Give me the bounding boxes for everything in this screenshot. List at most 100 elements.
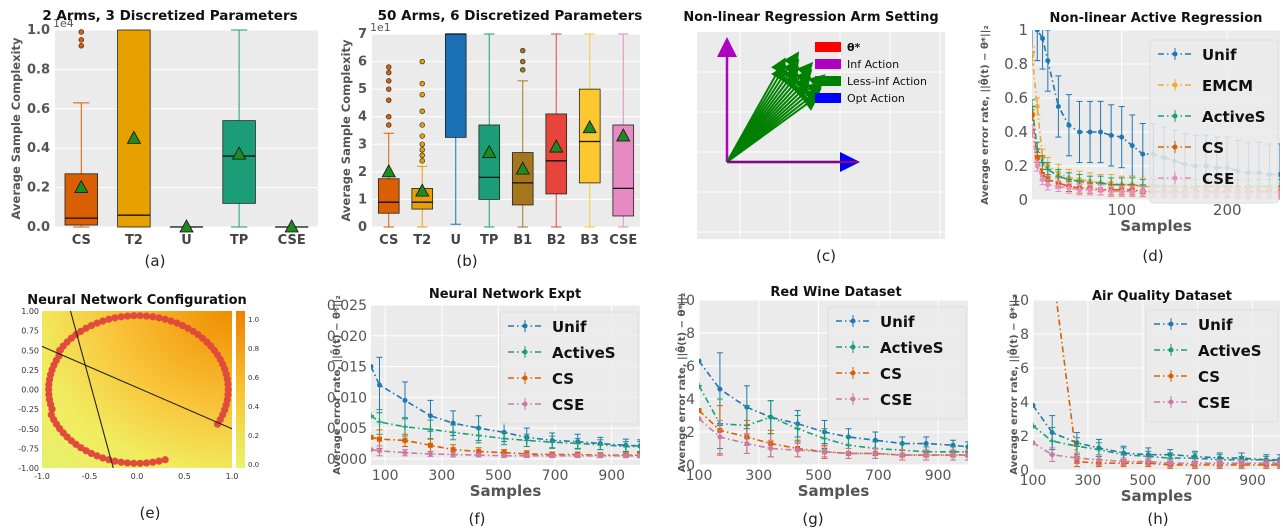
legend-label: Unif [1202, 46, 1237, 64]
legend-label: θ* [847, 41, 861, 54]
data-point [402, 397, 408, 403]
x-tick-label: 0.5 [178, 472, 191, 481]
data-point [224, 391, 232, 399]
axis-scale-label: 1e4 [53, 17, 74, 30]
legend-marker [522, 323, 528, 329]
data-point [142, 312, 151, 320]
legend-label: Unif [880, 313, 915, 331]
y-tick-label: 0.000 [327, 452, 367, 468]
data-point [744, 441, 750, 447]
data-point [1049, 452, 1055, 458]
mean-marker [616, 128, 631, 142]
legend-marker [1168, 399, 1174, 405]
panel-g: 0 2 4 6 8 10 100 300 500 700 900 Red Wine Dataset Sa… [674, 285, 968, 500]
y-axis-label: Average error rate, ||θ̂(t) − θ*||₂ [977, 25, 991, 204]
x-tick-label: 700 [1184, 473, 1211, 489]
data-point [1055, 183, 1061, 189]
outlier-point [520, 58, 526, 65]
outlier-point [386, 122, 392, 128]
data-point [1140, 189, 1146, 194]
x-axis-label: Samples [1120, 217, 1192, 235]
y-tick-label: -0.75 [18, 444, 39, 453]
legend-marker [522, 401, 528, 407]
data-point [123, 312, 132, 320]
data-point [402, 450, 408, 456]
x-tick-label: CSE [609, 233, 637, 248]
panel-d: 0 0.2 0.4 0.6 0.8 1 100 200 Non-linear Active Re… [977, 11, 1280, 235]
data-point [1087, 187, 1093, 193]
y-tick-label: 0.2 [1004, 157, 1028, 175]
outlier-point [419, 80, 425, 87]
legend-swatch [815, 42, 841, 52]
y-tick-label: 0.25 [21, 366, 39, 375]
data-point [717, 386, 723, 392]
outlier-point [78, 43, 85, 49]
x-tick-label: 100 [1107, 201, 1136, 219]
legend-marker [850, 318, 856, 324]
outlier-point [386, 97, 392, 103]
chart-title: Red Wine Dataset [770, 285, 901, 300]
x-tick-label: 500 [1129, 473, 1156, 489]
data-point [450, 447, 456, 453]
colorbar-tick-label: 1.0 [248, 316, 259, 324]
data-point [1096, 457, 1102, 463]
data-point [427, 451, 433, 457]
data-point [1076, 129, 1082, 135]
data-point [1055, 104, 1061, 109]
chart-title: Air Quality Dataset [1092, 289, 1232, 304]
data-point [1087, 129, 1093, 135]
series-line-Unif [1033, 404, 1280, 461]
x-tick-label: 1.0 [226, 472, 239, 481]
data-point [450, 420, 456, 426]
data-point [1167, 460, 1173, 466]
legend-label: Unif [552, 318, 587, 336]
outlier-point [386, 86, 392, 92]
data-point [93, 452, 101, 460]
legend-label: CSE [880, 391, 912, 409]
data-point [575, 453, 581, 459]
outlier-point [419, 58, 425, 65]
y-tick-label: 5 [358, 82, 367, 97]
y-tick-label: 1.00 [21, 307, 39, 316]
box-T2 [117, 29, 151, 228]
x-tick-label: 0.0 [131, 472, 144, 481]
panel-label: (a) [145, 252, 166, 270]
x-tick-label: 900 [925, 468, 952, 484]
x-tick-label: CS [72, 233, 91, 248]
legend-marker [1172, 175, 1178, 181]
mean-marker [381, 164, 396, 178]
y-tick-label: 0.00 [21, 386, 39, 395]
y-tick-label: 2 [686, 425, 695, 441]
data-point [376, 448, 382, 454]
panel-h: 0 2 4 6 8 10 100 300 500 700 900 Air Quality Datase… [1006, 289, 1280, 505]
chart-title: Non-linear Active Regression [1050, 11, 1263, 26]
data-point [58, 347, 64, 354]
y-tick-label: 8 [1020, 327, 1029, 343]
data-point [87, 321, 95, 330]
legend-marker [1168, 373, 1174, 379]
data-point [224, 385, 232, 394]
data-point [105, 315, 113, 323]
data-point [768, 446, 774, 451]
outlier-point [386, 69, 392, 76]
outlier-point [419, 152, 425, 159]
outlier-point [419, 158, 425, 164]
panel-e: Neural Network Configuration1.000.750.50… [18, 293, 259, 481]
legend-label: ActiveS [1202, 108, 1266, 126]
data-point [1032, 112, 1035, 118]
outlier-point [419, 122, 425, 128]
chart-title: Non-linear Regression Arm Setting [683, 10, 938, 25]
legend-label: CSE [552, 396, 584, 414]
x-tick-label: U [450, 233, 461, 248]
y-axis-label: Average error rate, ||θ̂(t) − θ*||₂ [1006, 295, 1020, 474]
y-tick-label: 0.015 [327, 360, 367, 376]
y-tick-label: 2 [1020, 429, 1029, 445]
y-tick-label: 10 [677, 293, 695, 309]
data-point [111, 457, 119, 465]
y-tick-label: 0.6 [27, 102, 50, 117]
y-tick-label: -0.50 [18, 425, 39, 434]
data-point [1066, 122, 1072, 128]
data-point [1145, 459, 1151, 464]
